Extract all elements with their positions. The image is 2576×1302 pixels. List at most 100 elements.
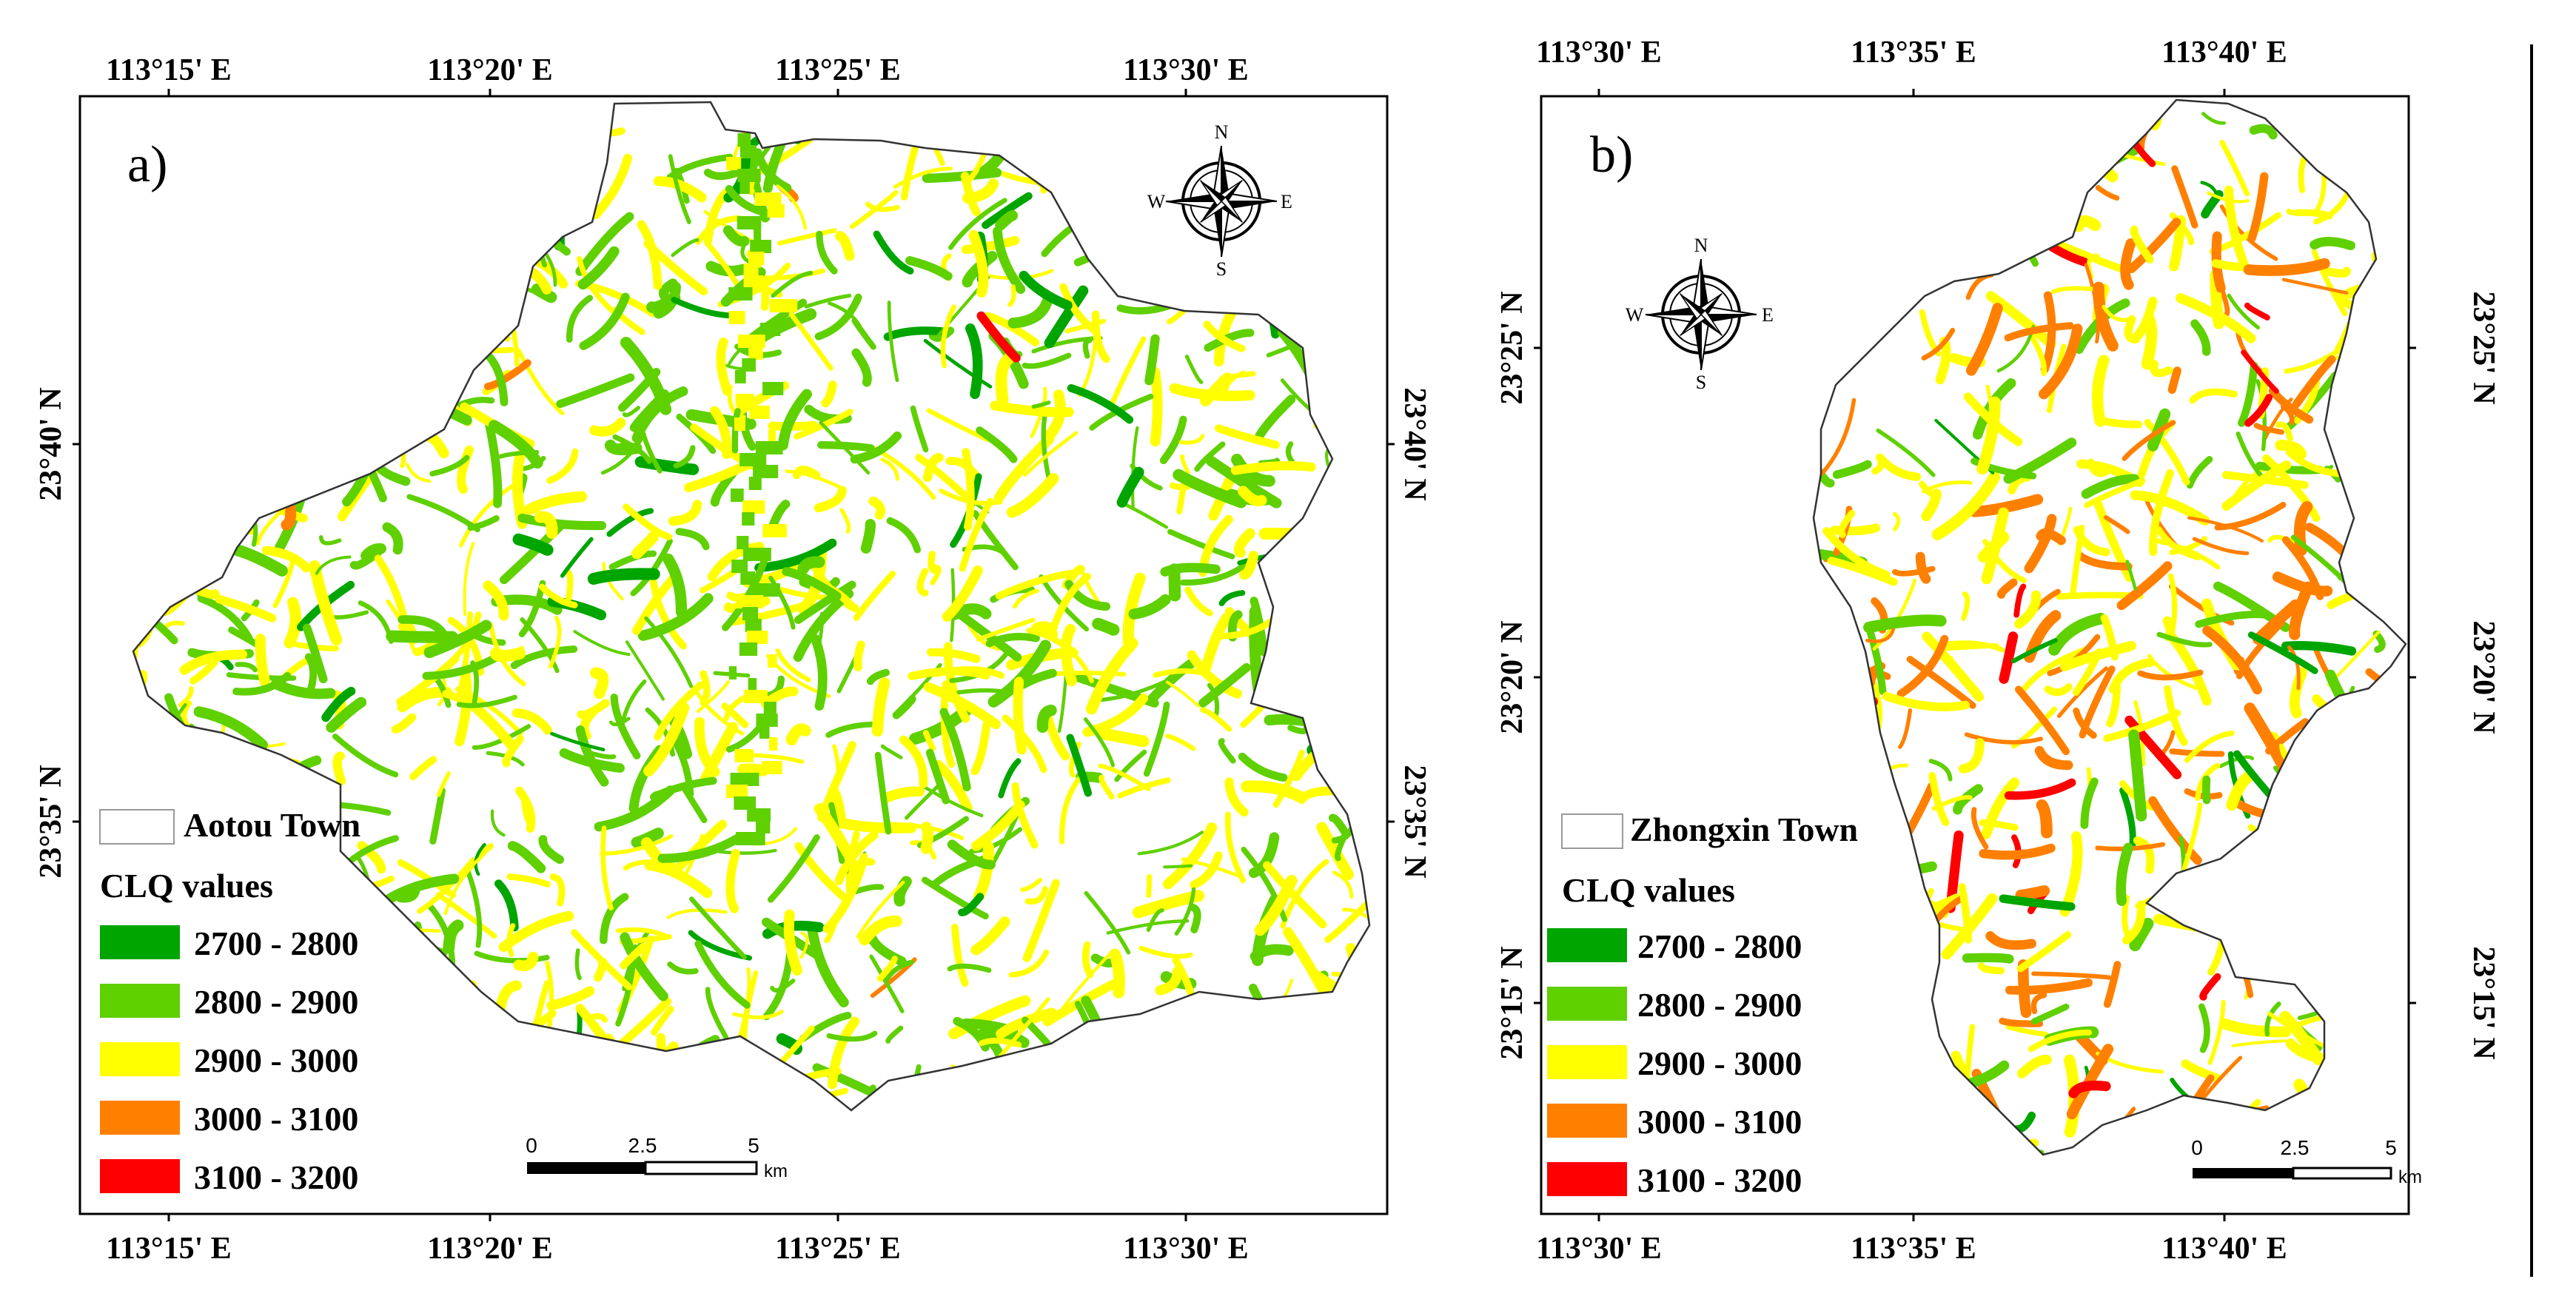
clq-patch <box>1109 948 1125 999</box>
clq-patch <box>2116 842 2133 906</box>
clq-patch <box>1187 650 1242 699</box>
clq-patch <box>2121 420 2176 461</box>
clq-patch <box>2281 641 2357 656</box>
clq-patch <box>417 857 476 914</box>
clq-patch <box>1250 597 1268 657</box>
clq-patch <box>746 631 768 644</box>
clq-patch <box>2093 281 2119 352</box>
clq-patch <box>550 731 606 751</box>
clq-patch <box>1137 830 1204 856</box>
clq-patch <box>1060 624 1077 687</box>
clq-patch <box>880 457 899 481</box>
clq-patch <box>761 686 799 708</box>
clq-patch <box>2128 729 2147 822</box>
clq-patch <box>923 338 993 389</box>
clq-patch <box>2124 315 2141 343</box>
clq-patch <box>940 304 956 369</box>
clq-patch <box>1892 566 1936 577</box>
clq-patch <box>506 873 551 887</box>
clq-patch <box>868 496 886 520</box>
clq-patch <box>2068 1080 2111 1098</box>
clq-patch <box>1116 466 1144 508</box>
clq-patch <box>589 417 626 437</box>
clq-patch <box>584 750 617 759</box>
clq-patch <box>1031 621 1059 641</box>
clq-patch <box>2184 730 2235 763</box>
clq-patch <box>606 508 654 537</box>
clq-patch <box>742 500 765 514</box>
aotou-town-boundary <box>132 101 1371 1112</box>
clq-patch <box>869 954 905 1013</box>
clq-patch <box>880 786 925 804</box>
clq-patch <box>828 815 917 833</box>
clq-patch <box>976 426 1018 463</box>
clq-patch <box>1316 822 1354 880</box>
clq-patch <box>1173 469 1247 509</box>
clq-patch <box>1342 907 1369 928</box>
clq-patch <box>731 489 744 502</box>
clq-patch <box>315 555 352 575</box>
clq-patch <box>488 420 543 469</box>
clq-patch <box>965 323 983 400</box>
clq-patch <box>775 648 811 682</box>
clq-patch <box>763 702 777 715</box>
clq-patch <box>546 986 595 1011</box>
clq-patch <box>2313 189 2351 225</box>
panel-a-lon-bottom-1: 113°15' E <box>106 1232 232 1266</box>
clq-patch <box>1832 460 1872 479</box>
clq-patch <box>1096 728 1150 748</box>
clq-patch <box>622 406 641 417</box>
clq-patch <box>2034 745 2073 771</box>
panel-b-lon-bottom-1: 113°30' E <box>1536 1232 1662 1266</box>
clq-patch <box>2027 1029 2092 1053</box>
clq-patch <box>2310 236 2355 250</box>
panel-a: a) 113°15' E 113°20' E 113°25' E 113°30'… <box>34 53 1432 1266</box>
clq-patch <box>1827 557 1898 586</box>
clq-patch <box>2247 172 2269 243</box>
clq-patch <box>835 231 855 261</box>
clq-patch <box>959 497 994 572</box>
clq-patch <box>657 833 743 863</box>
clq-patch <box>982 192 1033 229</box>
clq-patch <box>2244 302 2270 321</box>
panel-b: b) 113°30' E 113°35' E 113°40' E 113°30'… <box>1495 36 2500 1266</box>
clq-patch <box>769 737 778 751</box>
clq-patch <box>2015 885 2050 901</box>
clq-patch <box>349 548 382 570</box>
clq-patch <box>1189 903 1201 933</box>
clq-patch <box>498 910 574 953</box>
clq-patch <box>1007 295 1053 329</box>
clq-patch <box>2056 666 2109 719</box>
panel-a-lon-top-4: 113°30' E <box>1123 53 1249 87</box>
clq-patch <box>1198 662 1251 708</box>
clq-patch <box>1178 434 1205 445</box>
clq-patch <box>2199 973 2221 1001</box>
clq-patch <box>976 311 1021 363</box>
clq-patch <box>574 948 582 981</box>
clq-patch <box>197 594 253 642</box>
clq-patch <box>727 384 746 419</box>
clq-patch <box>2202 625 2262 695</box>
clq-patch <box>785 469 845 491</box>
clq-patch <box>735 595 764 608</box>
clq-patch <box>754 538 837 573</box>
clq-patch <box>734 417 745 431</box>
clq-patch <box>887 301 899 383</box>
clq-patch <box>651 1006 674 1036</box>
clq-patch <box>294 642 339 651</box>
clq-patch <box>754 192 782 206</box>
clq-patch <box>1163 864 1193 869</box>
clq-patch <box>756 820 771 833</box>
clq-patch <box>1155 966 1183 996</box>
clq-patch <box>732 1010 784 1020</box>
clq-patch <box>1218 590 1246 606</box>
clq-patch <box>2155 526 2201 560</box>
clq-patch <box>807 923 849 1007</box>
clq-patch <box>694 717 720 777</box>
clq-patch <box>767 834 820 903</box>
clq-patch <box>939 708 971 792</box>
clq-patch <box>742 970 759 1041</box>
clq-patch <box>644 860 713 899</box>
clq-patch <box>1876 453 1922 481</box>
clq-patch <box>2189 388 2238 404</box>
